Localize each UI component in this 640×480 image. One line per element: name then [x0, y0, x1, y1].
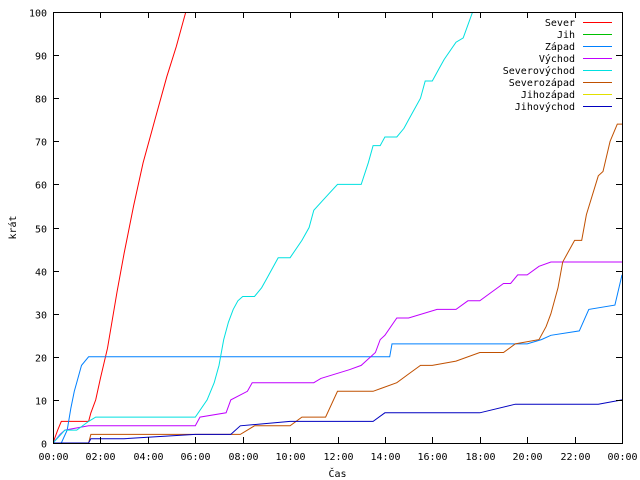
legend-label: Západ	[545, 41, 575, 53]
legend-label: Jihozápad	[521, 89, 575, 101]
legend: SeverJihZápadVýchodSeverovýchodSeverozáp…	[503, 18, 612, 113]
series-line-0	[53, 12, 187, 444]
legend-label: Jihovýchod	[515, 101, 575, 113]
y-tick-label: 70	[35, 138, 47, 149]
x-tick-label: 22:00	[560, 452, 590, 463]
y-tick-label: 50	[35, 225, 47, 236]
x-tick-label: 18:00	[465, 452, 495, 463]
y-axis-label: krát	[7, 215, 19, 239]
y-tick-label: 60	[35, 181, 47, 192]
x-tick-label: 14:00	[370, 452, 400, 463]
x-tick-label: 10:00	[275, 452, 305, 463]
legend-label: Východ	[539, 53, 575, 65]
x-tick-label: 16:00	[417, 452, 447, 463]
series-layer	[53, 12, 623, 444]
y-tick-label: 90	[35, 52, 47, 63]
x-tick-label: 04:00	[133, 452, 163, 463]
x-tick-label: 00:00	[38, 452, 68, 463]
legend-label: Severovýchod	[503, 65, 575, 77]
series-line-5	[53, 123, 622, 444]
series-line-3	[53, 261, 622, 444]
series-line-4	[53, 12, 475, 444]
x-tick-label: 08:00	[228, 452, 258, 463]
legend-label: Sever	[545, 18, 575, 29]
x-axis-label: Čas	[328, 467, 346, 480]
y-tick-label: 80	[35, 95, 47, 106]
x-tick-label: 00:00	[607, 452, 637, 463]
series-line-2	[60, 274, 623, 444]
legend-label: Severozápad	[509, 77, 575, 89]
y-tick-label: 10	[35, 397, 47, 408]
series-line-7	[53, 399, 623, 444]
x-tick-label: 12:00	[323, 452, 353, 463]
y-tick-label: 20	[35, 354, 47, 365]
x-tick-label: 06:00	[180, 452, 210, 463]
axis-ticks: 0 10 20 30 40 50 60 70 80 90 100 00:00 02:00 04:00 06:…	[29, 9, 638, 464]
x-tick-label: 20:00	[512, 452, 542, 463]
y-tick-label: 100	[29, 9, 47, 20]
y-tick-label: 0	[41, 440, 47, 451]
legend-label: Jih	[557, 30, 575, 41]
y-tick-label: 40	[35, 268, 47, 279]
y-tick-label: 30	[35, 311, 47, 322]
x-tick-label: 02:00	[85, 452, 115, 463]
